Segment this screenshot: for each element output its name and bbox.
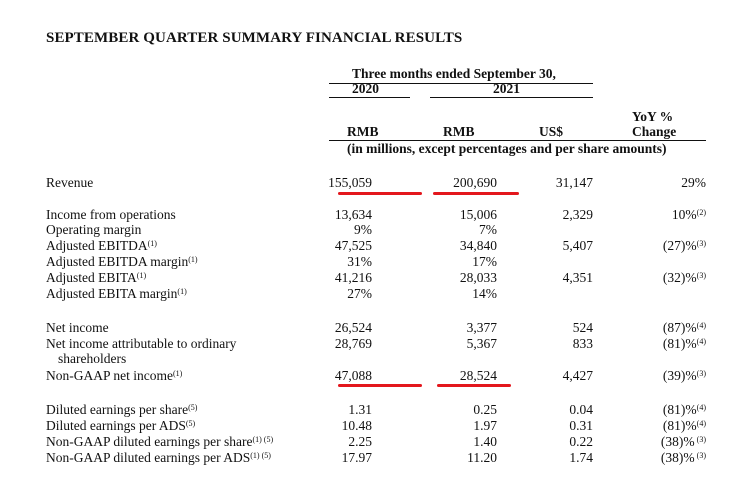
currency-rmb-2020: RMB [347,124,379,139]
row-label: Adjusted EBITDA margin(1) [46,254,198,269]
year-2021: 2021 [493,81,520,96]
value-yoy: (32)%(3) [662,270,706,285]
value-2021: 5,367 [466,336,497,351]
value-2021: 34,840 [459,238,497,253]
highlight-underline-revenue-2020 [338,192,422,195]
value-yoy: (27)%(3) [662,238,706,253]
value-yoy: 29% [681,175,706,190]
value-yoy: (87)%(4) [662,320,706,335]
value-2020: 2.25 [348,434,372,449]
row-label: Adjusted EBITDA(1) [46,238,157,253]
value-yoy: (81)%(4) [662,418,706,433]
value-2020: 47,088 [334,368,372,383]
period-rule [329,83,593,84]
row-label: Income from operations [46,207,176,222]
value-usd: 1.74 [569,450,593,465]
value-yoy: (81)%(4) [662,336,706,351]
value-2021: 11.20 [467,450,497,465]
value-2021: 14% [472,286,497,301]
value-2020: 155,059 [328,175,372,190]
year-2020-rule [329,97,410,98]
value-2021: 3,377 [466,320,497,335]
currency-rmb-2021: RMB [443,124,475,139]
value-yoy: 10%(2) [671,207,706,222]
currency-rule [329,140,706,141]
highlight-underline-revenue-2021 [433,192,519,195]
row-label: Operating margin [46,222,142,237]
row-label: Adjusted EBITA(1) [46,270,147,285]
value-usd: 524 [572,320,593,335]
value-usd: 833 [572,336,593,351]
units-note: (in millions, except percentages and per… [347,141,667,156]
value-2020: 47,525 [334,238,372,253]
row-label: Non-GAAP net income(1) [46,368,183,383]
value-2020: 1.31 [348,402,372,417]
value-2021: 7% [479,222,497,237]
value-usd: 4,427 [562,368,593,383]
row-label: Net income attributable to ordinary [46,336,237,351]
value-2021: 28,033 [459,270,497,285]
value-usd: 0.22 [569,434,593,449]
row-label-continued: shareholders [58,351,127,366]
value-usd: 0.04 [569,402,593,417]
value-2021: 1.40 [473,434,497,449]
row-label: Revenue [46,175,94,190]
value-2021: 17% [472,254,497,269]
highlight-underline-non-gaap-2021 [437,384,511,387]
yoy-header-line2: Change [632,124,677,139]
year-2020: 2020 [352,81,379,96]
yoy-header-line1: YoY % [632,109,674,124]
value-2020: 27% [347,286,372,301]
value-2020: 10.48 [341,418,372,433]
value-usd: 2,329 [562,207,593,222]
value-2020: 26,524 [334,320,372,335]
row-label: Non-GAAP diluted earnings per ADS(1) (5) [46,450,271,465]
value-2021: 1.97 [473,418,497,433]
row-label: Adjusted EBITA margin(1) [46,286,187,301]
value-2021: 0.25 [473,402,497,417]
value-usd: 5,407 [562,238,593,253]
year-2021-rule [430,97,593,98]
value-2020: 9% [354,222,372,237]
value-2020: 17.97 [341,450,372,465]
currency-usd: US$ [539,124,564,139]
value-2020: 31% [347,254,372,269]
value-2020: 41,216 [334,270,372,285]
value-2020: 28,769 [334,336,372,351]
row-label: Non-GAAP diluted earnings per share(1) (… [46,434,274,449]
value-2021: 15,006 [459,207,497,222]
highlight-underline-non-gaap-2020 [338,384,422,387]
value-yoy: (81)%(4) [662,402,706,417]
value-yoy: (38)% (3) [660,434,706,449]
value-2021: 200,690 [453,175,497,190]
row-label: Diluted earnings per ADS(5) [46,418,196,433]
row-label: Net income [46,320,109,335]
value-usd: 0.31 [569,418,593,433]
value-usd: 31,147 [555,175,593,190]
page-title: SEPTEMBER QUARTER SUMMARY FINANCIAL RESU… [46,30,463,46]
value-usd: 4,351 [562,270,593,285]
value-2021: 28,524 [459,368,497,383]
value-2020: 13,634 [334,207,372,222]
value-yoy: (38)% (3) [660,450,706,465]
period-header: Three months ended September 30, [352,66,556,81]
row-label: Diluted earnings per share(5) [46,402,198,417]
value-yoy: (39)%(3) [662,368,706,383]
